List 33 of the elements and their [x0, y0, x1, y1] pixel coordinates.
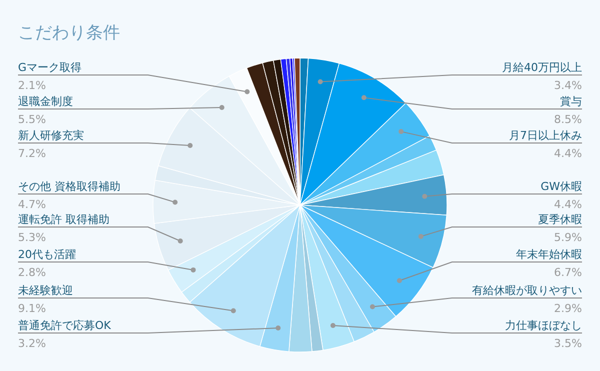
data-label: 5.9%	[554, 231, 582, 244]
slice-label: Gマーク取得	[18, 61, 82, 74]
slice-label: 月給40万円以上	[502, 61, 582, 74]
slice-label: GW休暇	[540, 180, 582, 193]
data-label: 3.2%	[18, 337, 46, 350]
slice-label: 退職金制度	[18, 95, 73, 108]
slice-label: 新人研修充実	[18, 129, 84, 142]
data-label: 3.4%	[554, 79, 582, 92]
data-label: 7.2%	[18, 147, 46, 160]
slice-label: 年末年始休暇	[516, 248, 582, 261]
data-label: 5.5%	[18, 113, 46, 126]
slice-label: 普通免許で応募OK	[18, 319, 112, 332]
slice-label: 夏季休暇	[538, 213, 582, 226]
data-label: 4.4%	[554, 198, 582, 211]
slice-label: その他 資格取得補助	[18, 180, 120, 193]
slice-label: 有給休暇が取りやすい	[472, 284, 582, 297]
chart-title: こだわり条件	[18, 23, 120, 43]
data-label: 8.5%	[554, 113, 582, 126]
slice-label: 20代も活躍	[18, 248, 76, 261]
slice-label: 未経験歓迎	[18, 284, 73, 297]
slice-label: 賞与	[560, 95, 582, 108]
data-label: 2.9%	[554, 302, 582, 315]
data-label: 3.5%	[554, 337, 582, 350]
data-label: 5.3%	[18, 231, 46, 244]
slice-label: 運転免許 取得補助	[18, 213, 110, 226]
data-label: 2.1%	[18, 79, 46, 92]
data-label: 2.8%	[18, 266, 46, 279]
data-label: 4.4%	[554, 147, 582, 160]
slice-label: 月7日以上休み	[509, 129, 582, 142]
slice-label: 力仕事ほぼなし	[505, 319, 582, 332]
data-label: 9.1%	[18, 302, 46, 315]
data-label: 4.7%	[18, 198, 46, 211]
data-label: 6.7%	[554, 266, 582, 279]
